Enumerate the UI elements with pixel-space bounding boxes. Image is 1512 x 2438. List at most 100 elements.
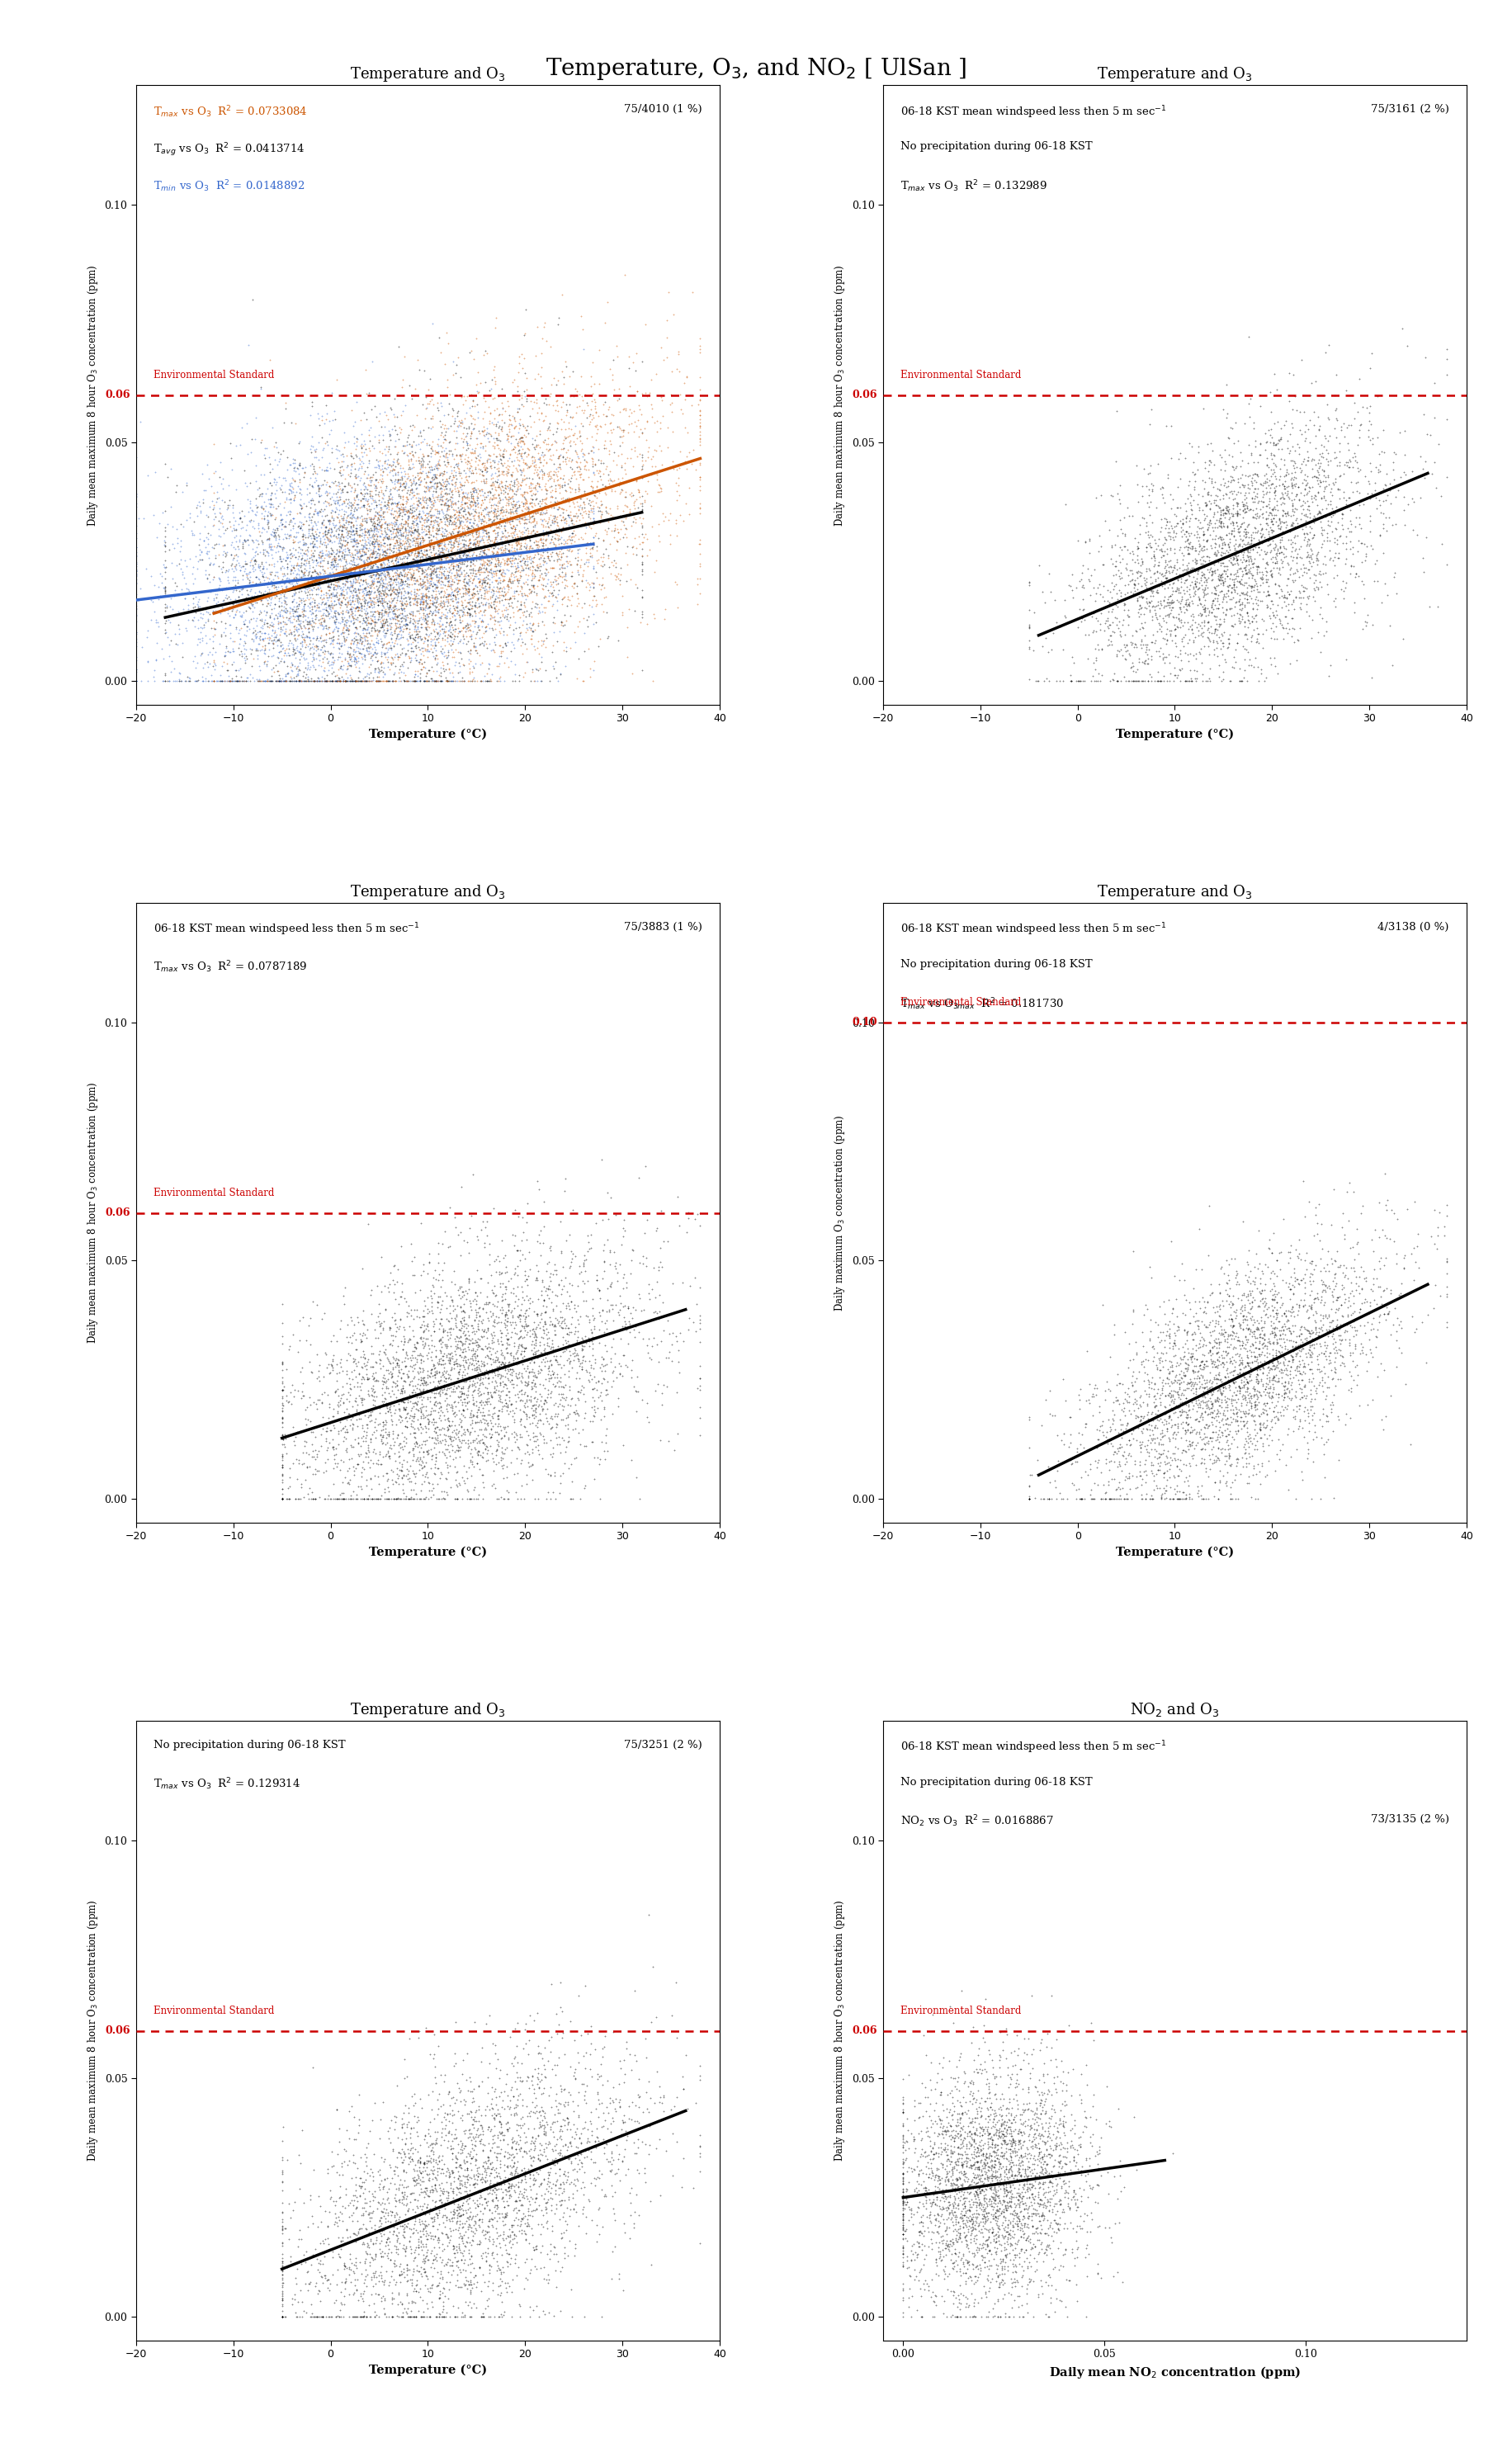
Point bbox=[1329, 1285, 1353, 1324]
Point bbox=[295, 570, 319, 610]
Point bbox=[325, 566, 349, 605]
Point bbox=[1157, 612, 1181, 651]
Point bbox=[511, 2197, 535, 2236]
Point bbox=[1297, 471, 1321, 510]
Point bbox=[1099, 1424, 1123, 1463]
Point bbox=[360, 473, 384, 512]
Point bbox=[570, 2163, 594, 2202]
Point bbox=[345, 588, 369, 627]
Point bbox=[311, 575, 336, 614]
Point bbox=[1297, 544, 1321, 583]
Point bbox=[186, 549, 210, 588]
Point bbox=[579, 400, 603, 439]
Point bbox=[210, 480, 234, 519]
Point bbox=[367, 546, 392, 585]
Point bbox=[284, 600, 308, 639]
Point bbox=[378, 1390, 402, 1429]
Point bbox=[1214, 488, 1238, 527]
Point bbox=[1081, 1480, 1105, 1519]
Point bbox=[494, 1390, 519, 1429]
Text: T$_{max}$ vs O$_3$  R$^2$ = 0.0787189: T$_{max}$ vs O$_3$ R$^2$ = 0.0787189 bbox=[154, 958, 307, 975]
Point bbox=[1355, 595, 1379, 634]
Point bbox=[253, 641, 277, 680]
Point bbox=[414, 544, 438, 583]
Point bbox=[1317, 1336, 1341, 1375]
Point bbox=[1305, 1416, 1329, 1455]
Point bbox=[367, 612, 392, 651]
Point bbox=[1170, 551, 1194, 590]
Point bbox=[348, 561, 372, 600]
Point bbox=[458, 2133, 482, 2172]
Point bbox=[1337, 512, 1361, 551]
Point bbox=[544, 1407, 569, 1446]
Point bbox=[438, 1436, 463, 1475]
Point bbox=[301, 449, 325, 488]
Point bbox=[559, 517, 584, 556]
Point bbox=[682, 2170, 706, 2209]
Point bbox=[466, 1319, 490, 1358]
Point bbox=[431, 405, 455, 444]
Point bbox=[529, 2106, 553, 2145]
Point bbox=[413, 458, 437, 497]
Point bbox=[1167, 1365, 1191, 1404]
Point bbox=[442, 1412, 466, 1451]
Point bbox=[1120, 1290, 1145, 1329]
Point bbox=[975, 2226, 999, 2265]
Point bbox=[1243, 480, 1267, 519]
Point bbox=[1406, 1248, 1430, 1287]
Point bbox=[599, 410, 623, 449]
Point bbox=[417, 463, 442, 502]
Point bbox=[1142, 466, 1166, 505]
Point bbox=[945, 2245, 969, 2284]
Point bbox=[550, 275, 575, 315]
Point bbox=[1009, 2145, 1033, 2184]
Point bbox=[993, 2202, 1018, 2241]
Point bbox=[1205, 468, 1229, 507]
Point bbox=[476, 1382, 500, 1421]
Point bbox=[331, 607, 355, 646]
Point bbox=[1317, 397, 1341, 436]
Point bbox=[446, 473, 470, 512]
Point bbox=[452, 646, 476, 685]
Point bbox=[532, 1368, 556, 1407]
Point bbox=[475, 2280, 499, 2319]
Point bbox=[1142, 575, 1166, 614]
Point bbox=[535, 453, 559, 492]
Point bbox=[442, 490, 466, 529]
Point bbox=[340, 566, 364, 605]
Point bbox=[319, 463, 343, 502]
Point bbox=[451, 2219, 475, 2258]
Point bbox=[922, 2123, 947, 2163]
Point bbox=[1172, 1480, 1196, 1519]
Point bbox=[508, 2180, 532, 2219]
Point bbox=[638, 2126, 662, 2165]
Point bbox=[455, 556, 479, 595]
Point bbox=[1184, 661, 1208, 700]
Point bbox=[1145, 570, 1169, 610]
Point bbox=[271, 658, 295, 697]
Point bbox=[381, 439, 405, 478]
Point bbox=[239, 600, 263, 639]
Point bbox=[310, 534, 334, 573]
Point bbox=[567, 468, 591, 507]
Point bbox=[1140, 588, 1164, 627]
Point bbox=[511, 451, 535, 490]
Point bbox=[392, 1382, 416, 1421]
Point bbox=[333, 661, 357, 700]
Point bbox=[457, 1480, 481, 1519]
Point bbox=[596, 412, 620, 451]
Point bbox=[948, 2216, 972, 2255]
Point bbox=[1002, 2160, 1027, 2199]
Point bbox=[487, 1241, 511, 1280]
Point bbox=[339, 1368, 363, 1407]
Point bbox=[1312, 1426, 1337, 1465]
Point bbox=[668, 390, 692, 429]
Point bbox=[321, 653, 345, 692]
Point bbox=[314, 583, 339, 622]
Point bbox=[348, 536, 372, 575]
Point bbox=[494, 1382, 519, 1421]
Point bbox=[493, 1297, 517, 1336]
Point bbox=[1137, 471, 1161, 510]
Point bbox=[318, 634, 342, 673]
Point bbox=[269, 661, 293, 700]
